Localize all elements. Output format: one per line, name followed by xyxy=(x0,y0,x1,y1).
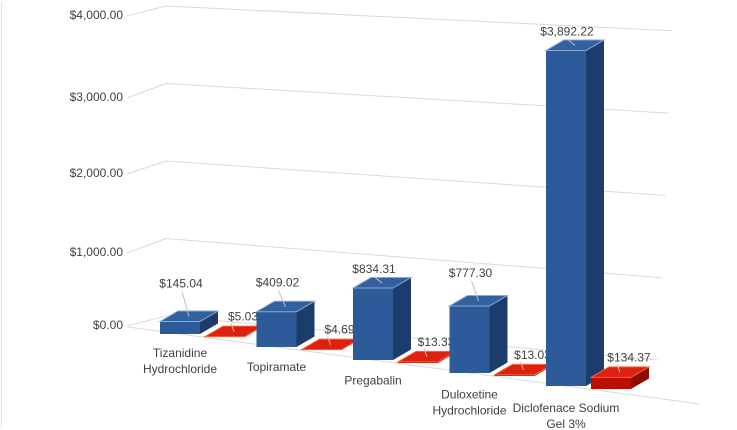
data-label-red-3: $13.03 xyxy=(514,348,551,362)
bar-blue-1-side-face xyxy=(296,301,315,347)
value-axis-tick-0: $0.00 xyxy=(93,318,123,332)
category-label-3: Duloxetine Hydrochloride xyxy=(432,387,506,417)
gridline-$3,000.00 xyxy=(126,82,669,114)
gridline-$1,000.00 xyxy=(126,237,662,279)
value-axis-tick-4: $4,000.00 xyxy=(70,8,124,22)
data-label-red-0: $5.03 xyxy=(228,310,258,324)
data-label-blue-0: $145.04 xyxy=(159,276,203,290)
bar-red-4-side-face xyxy=(631,366,649,389)
bar-blue-2-front-face xyxy=(353,288,393,360)
bar-red-4-front-face xyxy=(591,377,631,389)
data-label-red-4: $134.37 xyxy=(607,350,651,364)
bar-blue-3-front-face xyxy=(449,305,490,373)
data-label-red-2: $13.33 xyxy=(418,335,455,349)
leader-line-red-0 xyxy=(230,323,235,332)
leader-line-blue-4 xyxy=(567,39,576,46)
floor-front-edge xyxy=(127,326,701,405)
data-label-blue-1: $409.02 xyxy=(256,276,300,290)
data-label-red-1: $4.69 xyxy=(324,323,354,337)
bar-blue-0-side-face xyxy=(200,310,218,334)
value-axis-tick-3: $3,000.00 xyxy=(70,90,124,104)
data-label-blue-3: $777.30 xyxy=(449,266,493,280)
bar-blue-4-side-face xyxy=(586,39,604,386)
category-label-0: Tizanidine Hydrochloride xyxy=(143,346,217,376)
gridline-$2,000.00 xyxy=(126,160,666,196)
gridline-$4,000.00 xyxy=(126,5,673,32)
category-label-1: Topiramate xyxy=(247,360,307,374)
data-label-blue-2: $834.31 xyxy=(352,262,396,276)
leader-line-red-3 xyxy=(520,361,524,371)
bar-blue-1-front-face xyxy=(256,311,297,347)
value-axis-tick-1: $1,000.00 xyxy=(70,245,124,259)
category-label-4: Diclofenace Sodium Gel 3% xyxy=(513,401,620,430)
leader-line-blue-2 xyxy=(374,276,383,284)
bar-blue-2-side-face xyxy=(393,277,411,360)
leader-line-red-1 xyxy=(327,336,331,345)
leader-line-blue-3 xyxy=(471,280,479,302)
value-axis-tick-2: $2,000.00 xyxy=(70,166,124,180)
category-label-2: Pregabalin xyxy=(344,374,401,388)
leader-line-red-2 xyxy=(423,348,428,358)
data-label-blue-4: $3,892.22 xyxy=(540,24,594,38)
leader-line-blue-0 xyxy=(181,291,190,317)
leader-line-blue-1 xyxy=(278,290,286,307)
bar-blue-4-front-face xyxy=(546,50,586,386)
bar-blue-0-front-face xyxy=(160,321,200,334)
bar-blue-3-side-face xyxy=(489,295,508,373)
leader-line-red-4 xyxy=(616,364,621,373)
